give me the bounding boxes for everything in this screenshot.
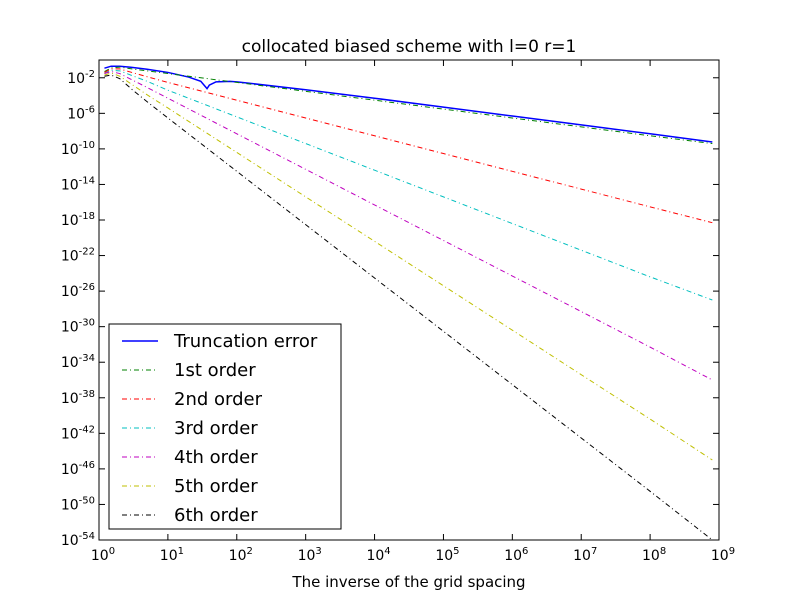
series-line-0 [104, 65, 713, 143]
y-tick-label: 10-50 [61, 495, 95, 513]
legend-box [108, 323, 342, 530]
series-layer [104, 65, 713, 541]
y-tick-label: 10-34 [61, 353, 95, 371]
x-tick-label: 102 [229, 546, 253, 564]
legend-label-4: 4th order [174, 447, 258, 468]
x-tick-label: 109 [711, 546, 735, 564]
y-tick-label: 10-54 [61, 531, 95, 549]
legend-label-3: 3rd order [174, 418, 258, 439]
series-line-2 [104, 68, 713, 224]
plot-frame [98, 59, 720, 541]
y-tick-label: 10-26 [61, 282, 95, 300]
legend: Truncation error 1st order 2nd order 3rd or… [108, 323, 342, 530]
x-tick-label: 107 [573, 546, 597, 564]
x-tick-label: 103 [298, 546, 322, 564]
y-tick-label: 10-46 [61, 460, 95, 478]
y-tick-label: 10-42 [61, 424, 95, 442]
x-tick-label: 101 [160, 546, 184, 564]
legend-label-5: 5th order [174, 476, 258, 497]
x-tick-label: 105 [435, 546, 459, 564]
series-line-5 [104, 72, 713, 461]
legend-label-2: 2nd order [174, 389, 263, 410]
legend-label-6: 6th order [174, 505, 258, 526]
x-tick-label: 104 [366, 546, 390, 564]
y-tick-label: 10-10 [61, 140, 95, 158]
y-tick-label: 10-2 [67, 69, 95, 87]
legend-label-0: Truncation error [173, 331, 318, 352]
y-tick-label: 10-22 [61, 247, 95, 265]
x-tick-label: 106 [504, 546, 528, 564]
series-line-6 [104, 74, 713, 541]
tick-layer: 100 101 102 103 104 105 106 107 108 109 10-2 10-6 10… [61, 60, 735, 564]
y-tick-label: 10-30 [61, 318, 95, 336]
y-tick-label: 10-14 [61, 175, 95, 193]
legend-label-1: 1st order [174, 360, 256, 381]
chart-title: collocated biased scheme with l=0 r=1 [242, 37, 577, 57]
x-axis-label: The inverse of the grid spacing [291, 573, 525, 591]
x-tick-label: 108 [642, 546, 666, 564]
series-line-1 [104, 66, 713, 145]
y-tick-label: 10-6 [67, 104, 95, 122]
y-tick-label: 10-18 [61, 211, 95, 229]
x-tick-label: 100 [91, 546, 115, 564]
y-tick-label: 10-38 [61, 389, 95, 407]
